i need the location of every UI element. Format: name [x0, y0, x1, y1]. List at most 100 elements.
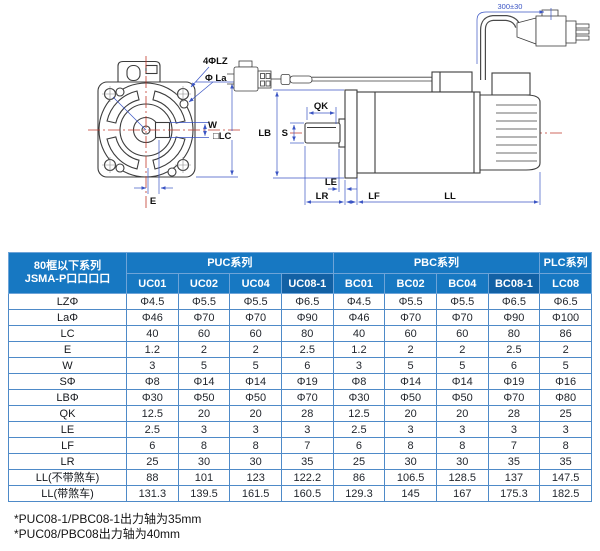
shaft — [304, 118, 346, 148]
model-header: BC04 — [435, 273, 489, 294]
value-cell: 80 — [487, 325, 541, 342]
value-cell: 28 — [280, 405, 334, 422]
value-cell: 2 — [229, 341, 282, 358]
value-cell: 2 — [384, 341, 437, 358]
value-cell: Φ6.5 — [280, 293, 334, 310]
table-row: E 1.2 2 2 2.5 1.2 2 2 2.5 2 — [8, 341, 592, 358]
value-cell: Φ70 — [435, 309, 489, 326]
value-cell: 175.3 — [487, 485, 541, 502]
value-cell: 30 — [384, 453, 437, 470]
value-cell: 3 — [384, 421, 437, 438]
value-cell: 6 — [487, 357, 541, 374]
label-bolt-holes: 4ΦLZ — [203, 56, 228, 67]
table-row: LR 25 30 30 35 25 30 30 35 35 — [8, 453, 592, 470]
model-header: BC01 — [332, 273, 386, 294]
header-group-row: 80框以下系列 JSMA-P口口口口 PUC系列 PBC系列 PLC系列 — [8, 252, 592, 294]
model-header: LC08 — [539, 273, 592, 294]
value-cell: Φ5.5 — [177, 293, 231, 310]
value-cell: 5 — [435, 357, 489, 374]
side-dimensions — [273, 8, 552, 205]
value-cell: 80 — [280, 325, 334, 342]
encoder-connector — [227, 60, 313, 92]
value-cell: 5 — [177, 357, 231, 374]
value-cell: 5 — [539, 357, 592, 374]
value-cell: 35 — [487, 453, 541, 470]
row-label: LBΦ — [8, 389, 127, 406]
value-cell: Φ5.5 — [384, 293, 437, 310]
table-row: SΦ Φ8 Φ14 Φ14 Φ19 Φ8 Φ14 Φ14 Φ19 Φ16 — [8, 373, 592, 390]
value-cell: Φ30 — [332, 389, 386, 406]
corner-header: 80框以下系列 JSMA-P口口口口 — [8, 252, 127, 294]
value-cell: Φ19 — [280, 373, 334, 390]
model-header: UC04 — [229, 273, 282, 294]
row-label: E — [8, 341, 127, 358]
value-cell: 2.5 — [126, 421, 179, 438]
value-cell: 5 — [384, 357, 437, 374]
value-cell: Φ50 — [229, 389, 282, 406]
value-cell: Φ70 — [229, 309, 282, 326]
value-cell: 8 — [177, 437, 231, 454]
spec-table-head: 80框以下系列 JSMA-P口口口口 PUC系列 PBC系列 PLC系列 UC01 UC02… — [8, 252, 592, 294]
value-cell: 2.5 — [280, 341, 334, 358]
value-cell: 35 — [539, 453, 592, 470]
encoder-cable — [312, 76, 432, 82]
value-cell: Φ90 — [487, 309, 541, 326]
series-group-header: PBC系列 — [332, 252, 541, 274]
value-cell: Φ14 — [177, 373, 231, 390]
value-cell: 2 — [177, 341, 231, 358]
motor-body — [344, 71, 541, 179]
value-cell: 25 — [332, 453, 386, 470]
label-flange-diameter: Φ La — [205, 73, 227, 84]
value-cell: Φ14 — [384, 373, 437, 390]
label-offset-e: E — [150, 196, 156, 207]
table-row: LaΦ Φ46 Φ70 Φ70 Φ90 Φ46 Φ70 Φ70 Φ90 Φ100 — [8, 309, 592, 326]
row-label: LR — [8, 453, 127, 470]
value-cell: 8 — [229, 437, 282, 454]
note-line-1: *PUC08-1/PBC08-1出力轴为35mm — [14, 512, 202, 526]
value-cell: Φ70 — [487, 389, 541, 406]
row-label: LZΦ — [8, 293, 127, 310]
value-cell: 60 — [384, 325, 437, 342]
value-cell: 7 — [280, 437, 334, 454]
note-line-2: *PUC08/PBC08出力轴为40mm — [14, 527, 181, 541]
value-cell: Φ16 — [539, 373, 592, 390]
value-cell: Φ50 — [177, 389, 231, 406]
value-cell: 12.5 — [332, 405, 386, 422]
value-cell: 35 — [280, 453, 334, 470]
value-cell: 25 — [539, 405, 592, 422]
value-cell: Φ50 — [435, 389, 489, 406]
value-cell: 40 — [332, 325, 386, 342]
corner-header-line1: 80框以下系列 — [33, 260, 102, 272]
value-cell: Φ80 — [539, 389, 592, 406]
model-header: BC08-1 — [487, 273, 541, 294]
row-label: SΦ — [8, 373, 127, 390]
table-row: LL(带煞车) 131.3 139.5 161.5 160.5 129.3 145 167 17… — [8, 485, 592, 502]
model-header: UC01 — [126, 273, 179, 294]
value-cell: 2.5 — [487, 341, 541, 358]
label-lb: LB — [258, 128, 271, 139]
model-header: UC02 — [177, 273, 231, 294]
row-label: QK — [8, 405, 127, 422]
value-cell: 88 — [126, 469, 179, 486]
row-label: LL(不带煞车) — [8, 469, 127, 486]
table-row: LBΦ Φ30 Φ50 Φ50 Φ70 Φ30 Φ50 Φ50 Φ70 Φ80 — [8, 389, 592, 406]
value-cell: Φ8 — [126, 373, 179, 390]
value-cell: 20 — [229, 405, 282, 422]
value-cell: 60 — [435, 325, 489, 342]
table-row: LL(不带煞车) 88 101 123 122.2 86 106.5 128.5 137 147.… — [8, 469, 592, 486]
value-cell: 129.3 — [332, 485, 386, 502]
row-label: LL(带煞车) — [8, 485, 127, 502]
value-cell: 128.5 — [435, 469, 489, 486]
value-cell: 8 — [384, 437, 437, 454]
rear-cover-fins — [496, 104, 537, 162]
value-cell: 60 — [229, 325, 282, 342]
value-cell: 3 — [487, 421, 541, 438]
value-cell: Φ5.5 — [229, 293, 282, 310]
value-cell: 106.5 — [384, 469, 437, 486]
value-cell: 3 — [126, 357, 179, 374]
power-connector — [516, 9, 590, 47]
value-cell: 147.5 — [539, 469, 592, 486]
value-cell: Φ70 — [280, 389, 334, 406]
value-cell: Φ4.5 — [332, 293, 386, 310]
